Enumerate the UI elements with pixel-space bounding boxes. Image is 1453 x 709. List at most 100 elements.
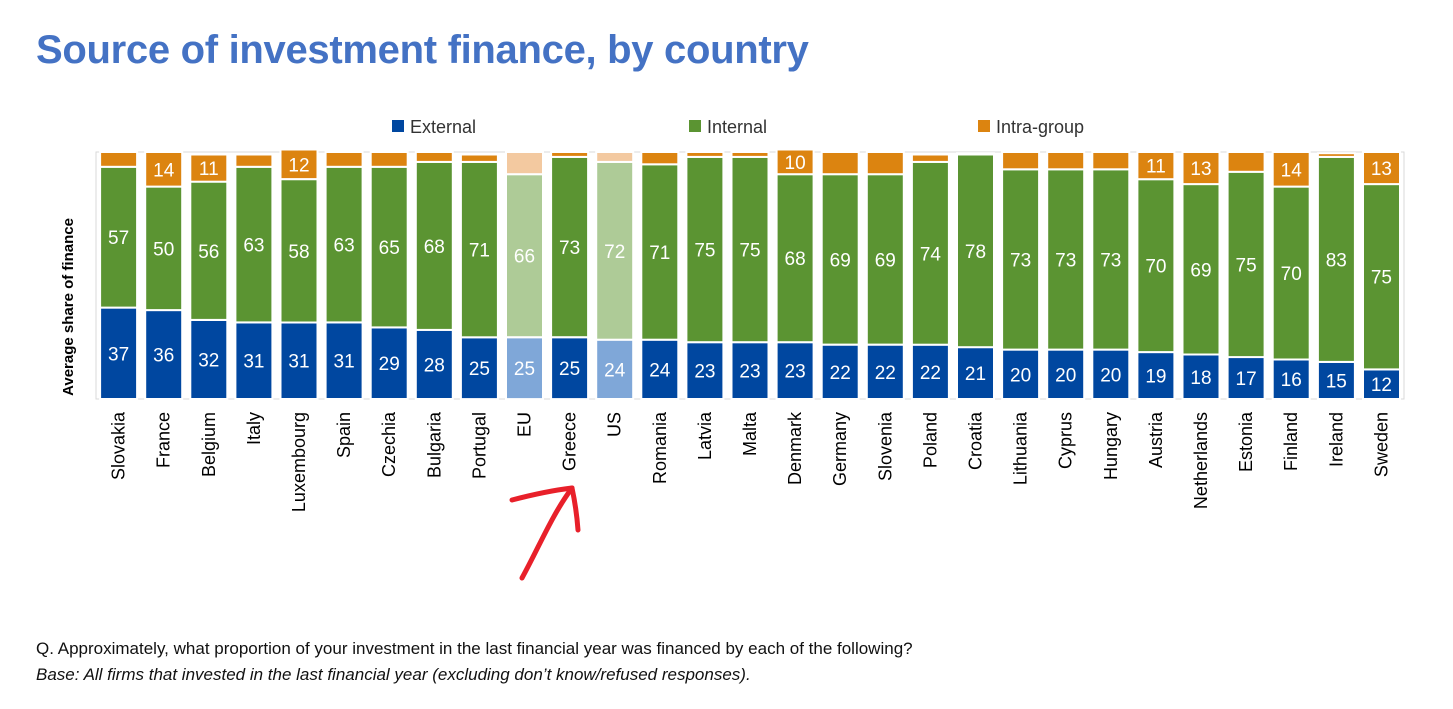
x-tick-label-czechia: Czechia [379, 411, 399, 477]
data-label-external-czechia: 29 [379, 354, 400, 375]
data-label-internal-hungary: 73 [1100, 250, 1121, 271]
data-label-external-estonia: 17 [1236, 369, 1257, 390]
data-label-external-sweden: 12 [1371, 375, 1392, 396]
bar-intra-group-netherlands [1181, 151, 1221, 186]
bar-internal-greece [550, 155, 590, 339]
data-label-external-germany: 22 [830, 363, 851, 384]
bar-intra-group-czechia [369, 151, 409, 168]
data-label-external-finland: 16 [1281, 370, 1302, 391]
data-label-intra-group-netherlands: 13 [1190, 159, 1211, 180]
data-label-external-cyprus: 20 [1055, 365, 1076, 386]
bar-intra-group-lithuania [1001, 151, 1041, 171]
x-tick-label-croatia: Croatia [966, 411, 986, 470]
bar-intra-group-france [144, 151, 184, 188]
bar-intra-group-sweden [1362, 151, 1401, 186]
bar-intra-group-germany [820, 151, 860, 176]
bar-external-germany [820, 343, 860, 401]
data-label-external-ireland: 15 [1326, 372, 1347, 393]
x-tick-label-portugal: Portugal [469, 412, 489, 479]
bar-internal-luxembourg [279, 178, 319, 324]
bar-intra-group-romania [640, 151, 680, 166]
legend-swatch-intra-group [978, 120, 990, 132]
data-label-internal-spain: 63 [334, 236, 355, 257]
data-label-internal-romania: 71 [649, 243, 670, 264]
bar-internal-latvia [685, 155, 725, 344]
data-label-external-luxembourg: 31 [288, 352, 309, 373]
bar-intra-group-portugal [459, 153, 499, 163]
x-tick-label-poland: Poland [920, 412, 940, 468]
x-tick-label-finland: Finland [1281, 412, 1301, 471]
survey-base-note: Base: All firms that invested in the las… [36, 665, 751, 684]
bar-external-france [144, 309, 184, 401]
survey-question-note: Q. Approximately, what proportion of you… [36, 639, 913, 658]
bar-internal-italy [234, 165, 274, 324]
data-label-external-romania: 24 [649, 360, 671, 381]
x-axis-labels: Slovakia France Belgium Italy Luxembourg Spai… [109, 411, 1392, 512]
bar-internal-us [595, 160, 635, 341]
x-tick-label-luxembourg: Luxembourg [289, 412, 309, 512]
bar-intra-group-bulgaria [414, 151, 454, 163]
bar-internal-germany [820, 173, 860, 346]
x-tick-label-latvia: Latvia [695, 411, 715, 460]
bar-external-luxembourg [279, 321, 319, 400]
bar-intra-group-italy [234, 153, 274, 168]
legend-label-external: External [410, 117, 476, 137]
bar-external-slovenia [865, 343, 905, 401]
y-axis-label: Average share of finance [60, 218, 77, 396]
data-label-internal-finland: 70 [1281, 264, 1302, 285]
data-label-internal-netherlands: 69 [1190, 260, 1211, 281]
bar-intra-group-croatia [956, 152, 995, 156]
bar-external-spain [324, 321, 364, 400]
data-label-intra-group-sweden: 13 [1371, 159, 1392, 180]
data-label-internal-slovenia: 69 [875, 250, 896, 271]
bar-external-lithuania [1001, 348, 1041, 401]
data-label-external-croatia: 21 [965, 364, 986, 385]
data-label-internal-luxembourg: 58 [288, 242, 309, 263]
data-label-external-france: 36 [153, 346, 174, 367]
data-label-internal-latvia: 75 [694, 241, 715, 262]
bar-intra-group-eu [505, 151, 544, 176]
page-title: Source of investment finance, by country [36, 28, 809, 72]
data-label-external-malta: 23 [739, 362, 760, 383]
bar-intra-group-slovakia [99, 151, 139, 168]
data-label-intra-group-belgium: 11 [199, 159, 219, 180]
arrow-head-left [509, 485, 575, 503]
bar-intra-group-austria [1136, 151, 1176, 181]
bar-intra-group-latvia [685, 151, 725, 158]
bar-internal-austria [1136, 178, 1176, 354]
bar-external-finland [1271, 358, 1311, 400]
bar-intra-group-denmark [775, 148, 815, 176]
bar-intra-group-luxembourg [279, 148, 319, 181]
data-label-internal-austria: 70 [1145, 257, 1166, 278]
arrow-head-right [569, 485, 581, 533]
x-tick-label-austria: Austria [1146, 411, 1166, 468]
data-label-internal-cyprus: 73 [1055, 250, 1076, 271]
bar-external-bulgaria [414, 328, 454, 400]
bar-external-latvia [685, 341, 725, 401]
bar-intra-group-spain [324, 151, 364, 168]
legend: External Internal Intra-group [392, 117, 1084, 137]
data-label-external-spain: 31 [334, 352, 355, 373]
bar-external-czechia [369, 326, 409, 400]
x-tick-label-slovenia: Slovenia [875, 411, 895, 481]
x-tick-label-ireland: Ireland [1326, 412, 1346, 467]
bar-internal-netherlands [1181, 183, 1221, 356]
data-label-external-italy: 31 [243, 352, 264, 373]
x-tick-label-lithuania: Lithuania [1011, 411, 1031, 485]
bar-internal-czechia [369, 165, 409, 329]
bar-intra-group-ireland [1316, 152, 1356, 158]
data-label-internal-lithuania: 73 [1010, 250, 1031, 271]
bar-internal-lithuania [1001, 168, 1041, 351]
bar-intra-group-us [595, 151, 635, 163]
x-tick-label-malta: Malta [740, 411, 760, 456]
bar-external-belgium [189, 319, 229, 400]
x-tick-label-italy: Italy [244, 412, 264, 445]
bar-internal-spain [324, 165, 364, 324]
bar-internal-estonia [1226, 170, 1266, 359]
legend-label-intra-group: Intra-group [996, 117, 1084, 137]
bar-internal-finland [1271, 185, 1311, 361]
x-tick-label-romania: Romania [650, 411, 670, 484]
x-tick-label-france: France [154, 412, 174, 468]
data-label-internal-greece: 73 [559, 238, 580, 259]
x-tick-label-germany: Germany [830, 412, 850, 486]
